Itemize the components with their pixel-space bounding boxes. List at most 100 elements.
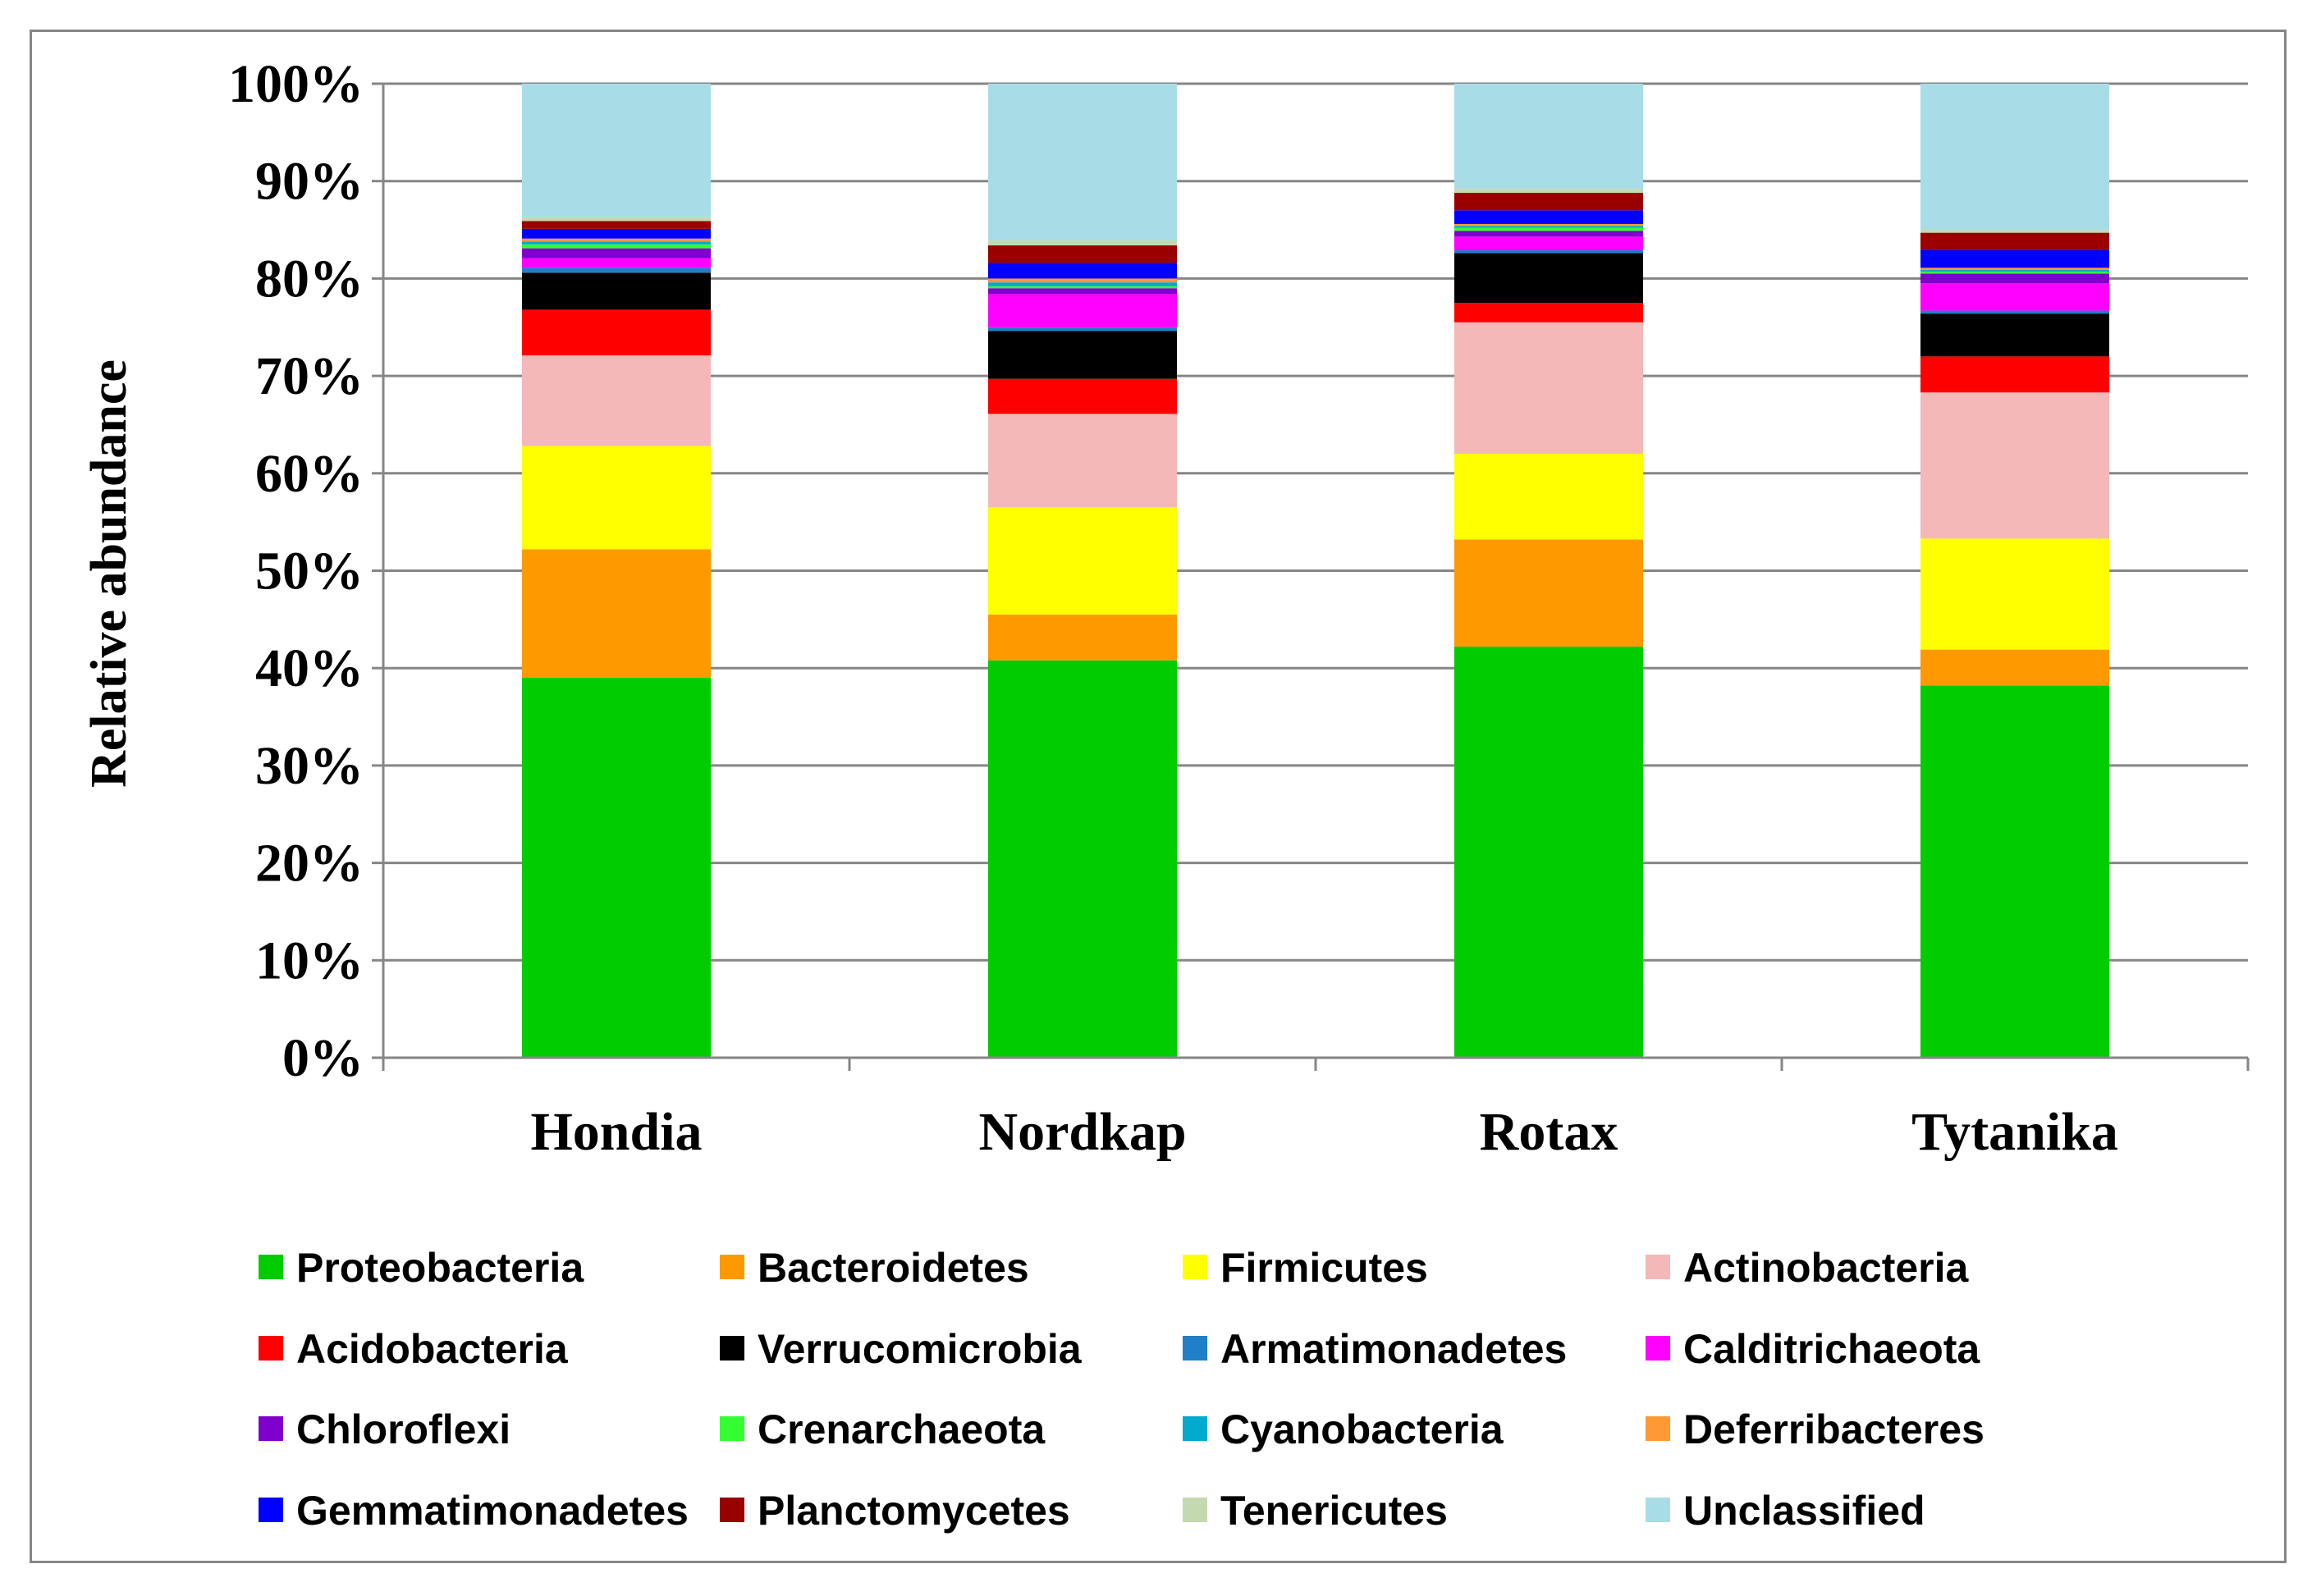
- bar-segment: [987, 294, 1178, 327]
- bar-segment: [987, 286, 1178, 289]
- bar-segment: [987, 278, 1178, 283]
- bar-segment: [987, 282, 1178, 286]
- y-axis-title: Relative abundance: [81, 359, 137, 788]
- legend-item: Tenericutes: [1183, 1488, 1448, 1534]
- axes: [372, 82, 2250, 1071]
- legend-label: Planctomycetes: [758, 1488, 1070, 1534]
- bar-segment: [1453, 192, 1644, 211]
- bar-segment: [987, 614, 1178, 661]
- legend-label: Proteobacteria: [296, 1245, 584, 1291]
- bar-segment: [1920, 272, 2110, 274]
- bar-segment: [1920, 313, 2110, 357]
- legend-swatch: [720, 1255, 744, 1279]
- legend-swatch: [720, 1336, 744, 1360]
- y-tick-label: 30%: [255, 736, 364, 796]
- legend-swatch: [1183, 1416, 1207, 1441]
- bar-segment: [521, 258, 712, 268]
- legend-item: Armatimonadetes: [1183, 1326, 1567, 1372]
- bar-segment: [1920, 538, 2110, 650]
- bar-segment: [521, 244, 712, 249]
- legend-label: Acidobacteria: [296, 1326, 569, 1372]
- legend-label: Gemmatimonadetes: [296, 1488, 689, 1534]
- legend-item: Calditrichaeota: [1646, 1326, 1980, 1372]
- legend: Proteobacteria Bacteroidetes Firmicutes Act…: [259, 1245, 1985, 1534]
- bar-segment: [1920, 230, 2110, 233]
- legend-item: Actinobacteria: [1646, 1245, 1970, 1291]
- bar-segment: [1453, 231, 1644, 237]
- y-tick-label: 0%: [282, 1028, 364, 1088]
- legend-label: Chloroflexi: [296, 1406, 510, 1452]
- bar-segment: [987, 263, 1178, 279]
- x-category-labels: Hondia Nordkap Rotax Tytanika: [530, 1102, 2117, 1162]
- bar-segment: [1920, 273, 2110, 284]
- legend-swatch: [259, 1255, 283, 1279]
- bar-segment: [1920, 392, 2110, 539]
- bar-segment: [1453, 210, 1644, 224]
- chart-frame: 0% 10% 20% 30% 40% 50% 60% 70% 80% 90% 100% Hondia…: [30, 30, 2287, 1563]
- legend-label: Armatimonadetes: [1220, 1326, 1567, 1372]
- y-tick-label: 70%: [255, 346, 364, 406]
- bar-segment: [521, 241, 712, 245]
- legend-item: Acidobacteria: [259, 1326, 569, 1372]
- legend-swatch: [259, 1416, 283, 1441]
- x-category-label: Tytanika: [1911, 1102, 2118, 1162]
- y-tick-label: 50%: [255, 542, 364, 601]
- legend-label: Deferribacteres: [1683, 1406, 1985, 1452]
- legend-label: Actinobacteria: [1683, 1245, 1970, 1291]
- bar-segment: [1920, 649, 2110, 686]
- legend-label: Unclassified: [1683, 1488, 1925, 1534]
- y-tick-labels: 0% 10% 20% 30% 40% 50% 60% 70% 80% 90% 100%: [228, 54, 364, 1088]
- legend-label: Cyanobacteria: [1220, 1406, 1504, 1452]
- x-category-label: Rotax: [1480, 1102, 1618, 1162]
- bar-segment: [1920, 232, 2110, 250]
- bar-segment: [521, 355, 712, 446]
- legend-item: Chloroflexi: [259, 1406, 510, 1452]
- bar-segment: [521, 248, 712, 258]
- bar-segment: [1453, 226, 1644, 228]
- legend-swatch: [1646, 1498, 1670, 1522]
- bar-segment: [987, 245, 1178, 263]
- bars: [521, 84, 2110, 1058]
- bar-segment: [1453, 236, 1644, 250]
- bar-segment: [1453, 647, 1644, 1058]
- y-tick-label: 100%: [228, 54, 364, 114]
- bar-segment: [1920, 685, 2110, 1058]
- bar-segment: [521, 238, 712, 242]
- bar-segment: [521, 217, 712, 222]
- bar-segment: [987, 240, 1178, 246]
- bar-segment: [1453, 189, 1644, 193]
- bar-segment: [1920, 356, 2110, 393]
- legend-swatch: [1183, 1498, 1207, 1522]
- bar-segment: [521, 228, 712, 239]
- bar-segment: [987, 84, 1178, 241]
- bar-segment: [987, 507, 1178, 615]
- y-tick-label: 20%: [255, 834, 364, 894]
- bar-segment: [1920, 268, 2110, 270]
- bar-segment: [1920, 269, 2110, 272]
- legend-label: Firmicutes: [1220, 1245, 1428, 1291]
- legend-swatch: [1646, 1255, 1670, 1279]
- legend-swatch: [1646, 1416, 1670, 1441]
- x-category-label: Hondia: [530, 1102, 702, 1162]
- bar-segment: [1920, 283, 2110, 311]
- bar-segment: [1453, 253, 1644, 304]
- legend-item: Planctomycetes: [720, 1488, 1070, 1534]
- bar-segment: [1453, 223, 1644, 226]
- bar-segment: [521, 549, 712, 679]
- legend-item: Crenarchaeota: [720, 1406, 1046, 1452]
- bar-segment: [1453, 539, 1644, 647]
- legend-item: Verrucomicrobia: [720, 1326, 1083, 1372]
- bar-segment: [521, 84, 712, 217]
- bar-segment: [521, 268, 712, 273]
- bar-segment: [521, 446, 712, 550]
- x-category-label: Nordkap: [978, 1102, 1186, 1162]
- bar-segment: [1920, 249, 2110, 268]
- y-tick-label: 40%: [255, 638, 364, 698]
- bar-segment: [1453, 249, 1644, 254]
- bar-segment: [987, 327, 1178, 332]
- bar-segment: [987, 288, 1178, 295]
- bar-segment: [521, 678, 712, 1058]
- bar-segment: [521, 272, 712, 310]
- y-tick-label: 90%: [255, 152, 364, 212]
- legend-swatch: [720, 1416, 744, 1441]
